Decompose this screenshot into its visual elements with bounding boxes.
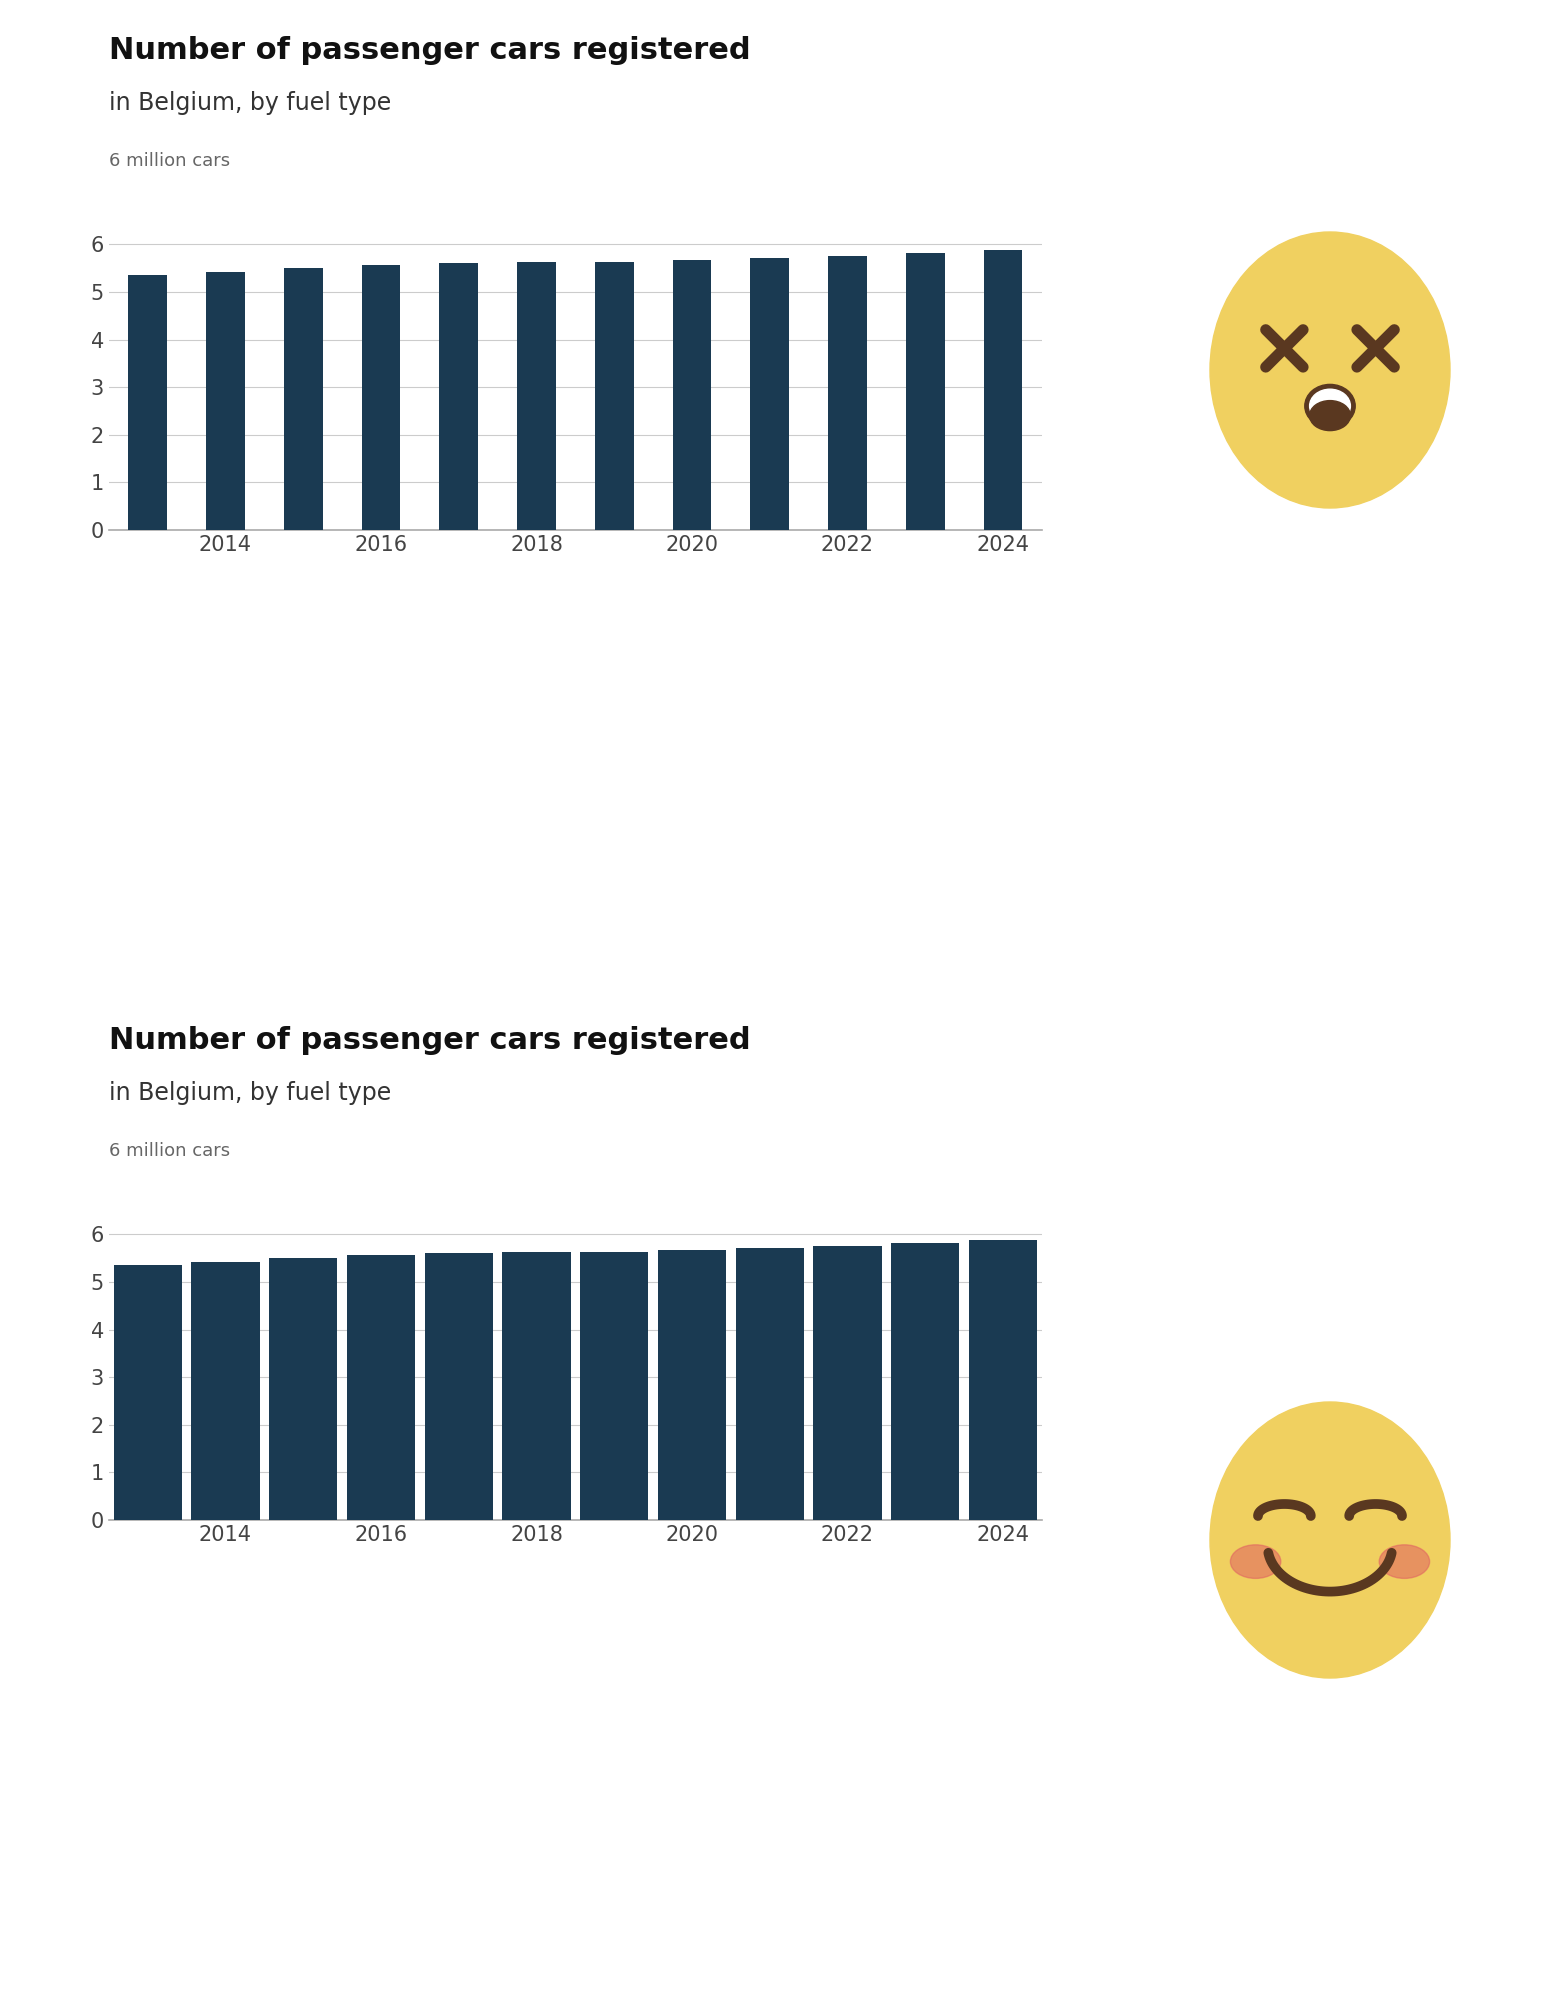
Bar xyxy=(736,1248,804,1520)
Bar xyxy=(347,1256,415,1520)
Bar xyxy=(658,1250,726,1520)
Bar xyxy=(285,268,323,530)
Ellipse shape xyxy=(1210,1402,1449,1678)
Bar xyxy=(425,1254,493,1520)
Bar xyxy=(984,250,1023,530)
Bar xyxy=(516,262,557,530)
Bar xyxy=(594,262,634,530)
Text: in Belgium, by fuel type: in Belgium, by fuel type xyxy=(109,90,392,114)
Bar xyxy=(891,1242,959,1520)
Bar xyxy=(827,256,868,530)
Ellipse shape xyxy=(1230,1544,1281,1578)
Bar xyxy=(129,276,168,530)
Ellipse shape xyxy=(1210,232,1449,508)
Bar xyxy=(191,1262,260,1520)
Text: 6 million cars: 6 million cars xyxy=(109,152,230,170)
Bar xyxy=(114,1266,182,1520)
Bar xyxy=(969,1240,1037,1520)
Bar xyxy=(673,260,712,530)
Text: Number of passenger cars registered: Number of passenger cars registered xyxy=(109,36,751,64)
Bar xyxy=(905,252,945,530)
Ellipse shape xyxy=(1309,400,1350,430)
Bar xyxy=(502,1252,571,1520)
Bar xyxy=(440,264,479,530)
Ellipse shape xyxy=(1309,390,1350,422)
Text: in Belgium, by fuel type: in Belgium, by fuel type xyxy=(109,1080,392,1104)
Text: Number of passenger cars registered: Number of passenger cars registered xyxy=(109,1026,751,1056)
Bar xyxy=(205,272,246,530)
Bar xyxy=(269,1258,337,1520)
Bar xyxy=(751,258,790,530)
Ellipse shape xyxy=(1305,384,1356,428)
Bar xyxy=(361,266,401,530)
Ellipse shape xyxy=(1379,1544,1429,1578)
Bar xyxy=(580,1252,648,1520)
Text: 6 million cars: 6 million cars xyxy=(109,1142,230,1160)
Bar xyxy=(813,1246,882,1520)
